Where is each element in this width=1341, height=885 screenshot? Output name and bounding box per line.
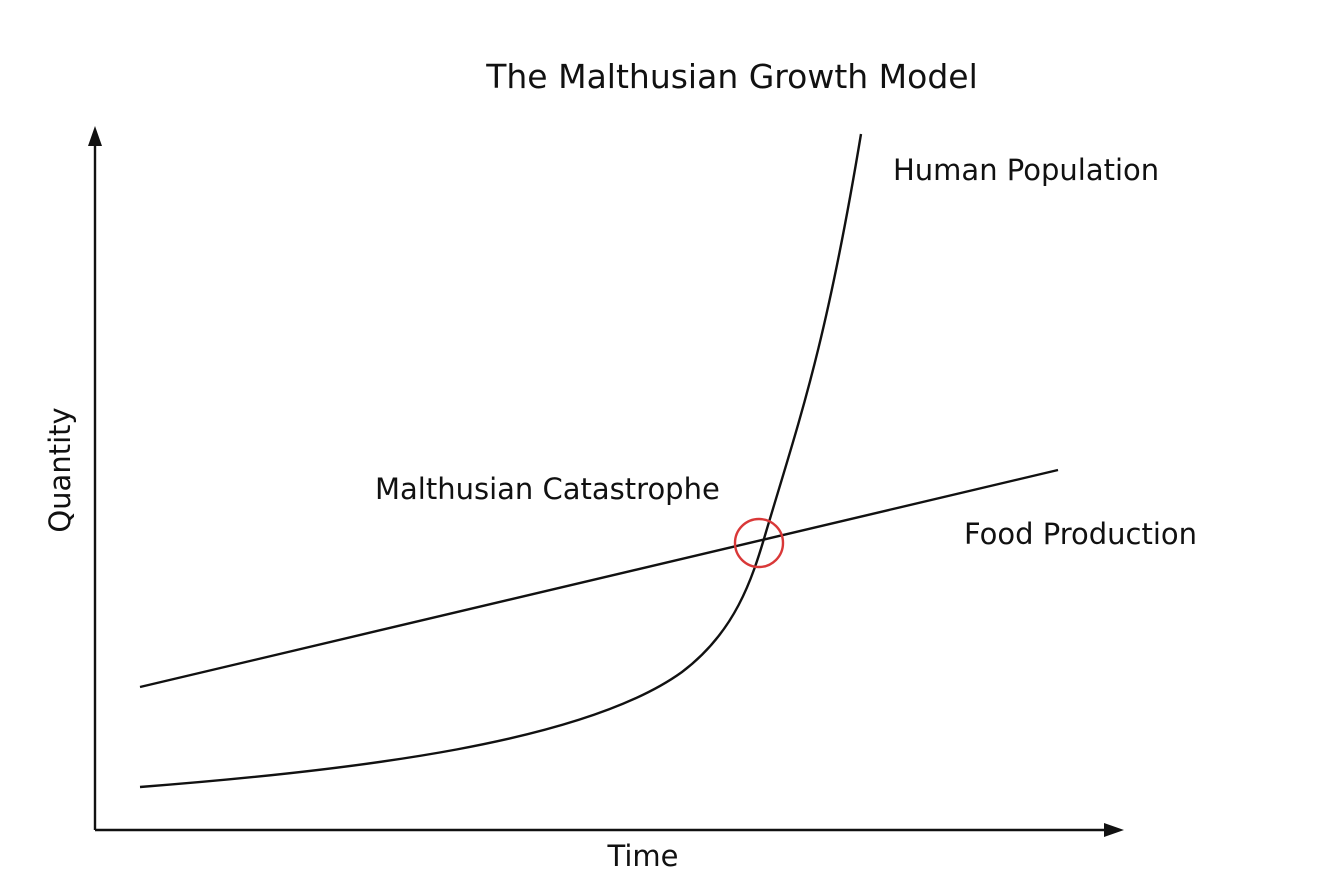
- human-population-curve: [139, 133, 863, 789]
- y-axis-label: Quantity: [43, 407, 77, 532]
- food-production-label: Food Production: [964, 517, 1197, 551]
- x-axis-label: Time: [607, 839, 679, 873]
- catastrophe-circle-icon: [733, 517, 785, 569]
- human-population-label: Human Population: [893, 153, 1159, 187]
- x-axis-arrow-icon: [1104, 823, 1124, 837]
- chart-title: The Malthusian Growth Model: [485, 57, 978, 96]
- malthusian-catastrophe-label: Malthusian Catastrophe: [375, 472, 720, 506]
- y-axis-arrow-icon: [88, 126, 102, 146]
- food-production-line: [139, 468, 1059, 689]
